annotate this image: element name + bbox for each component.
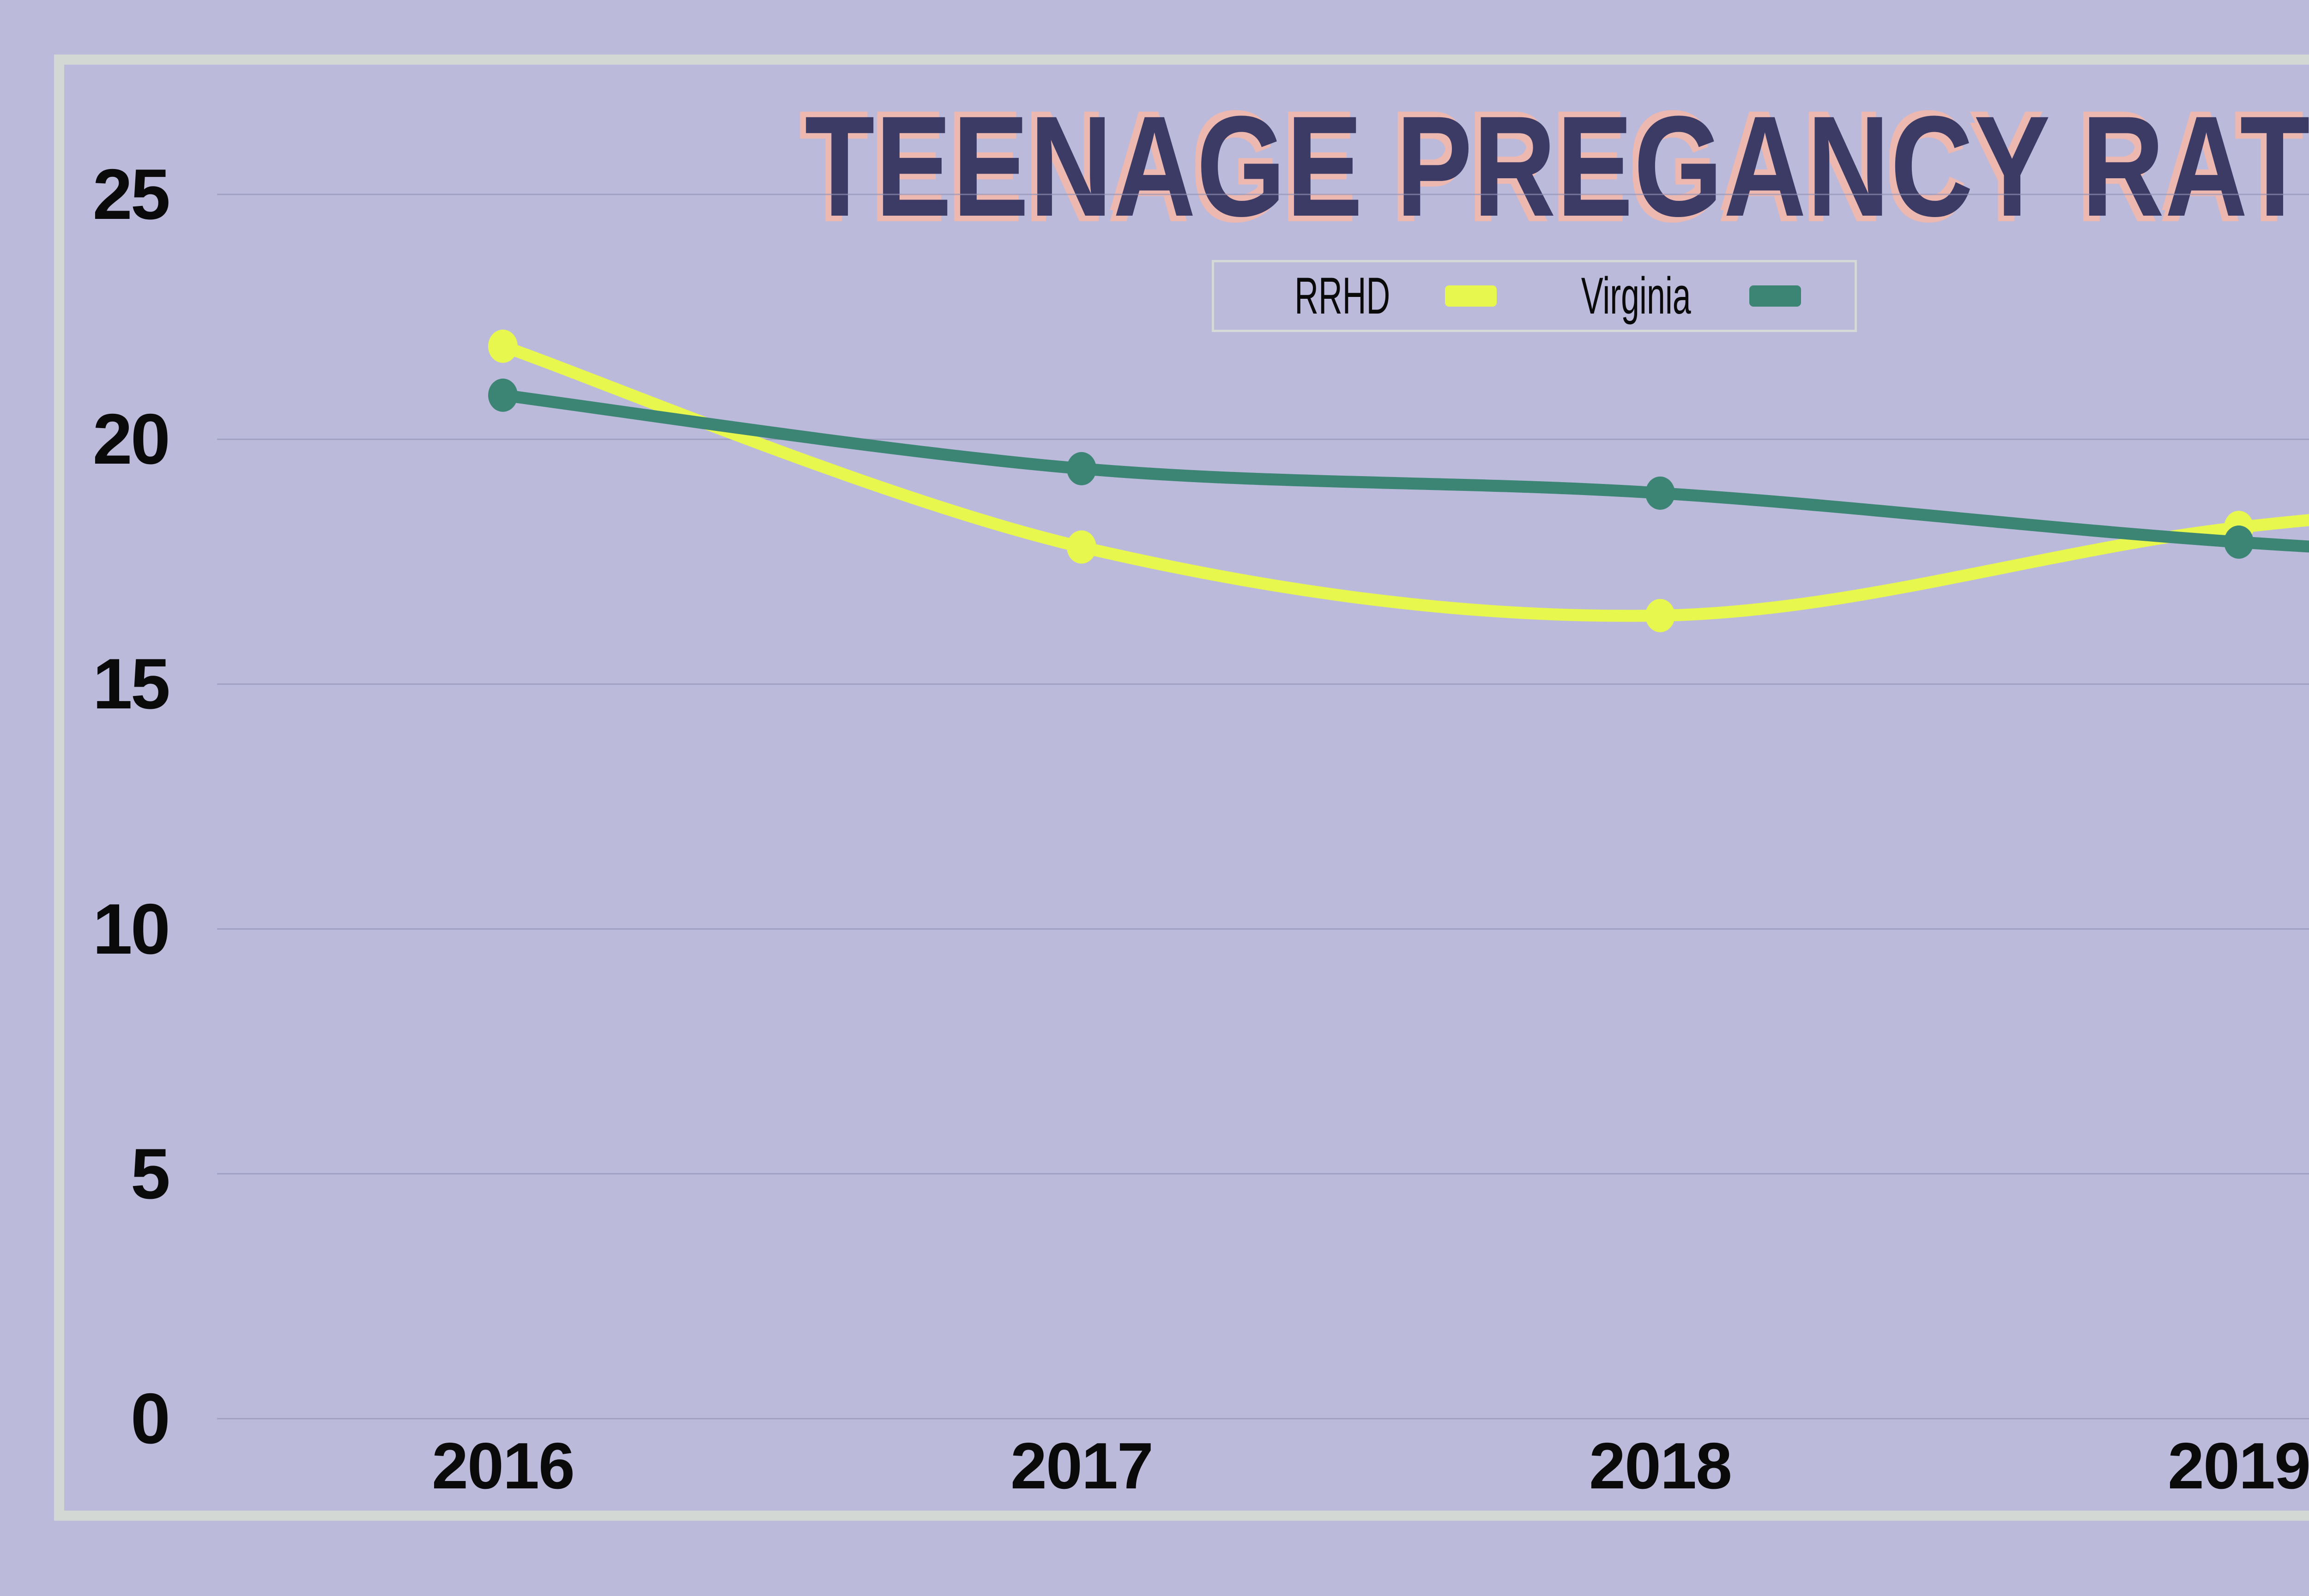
legend-swatch-rrhd [1445,285,1497,307]
y-tick-label: 10 [92,889,170,969]
legend-item-virginia: Virginia [1550,270,1801,322]
legend-label-rrhd: RRHD [1294,267,1390,325]
legend-label-virginia: Virginia [1581,267,1691,325]
data-point-virginia [1067,452,1096,485]
y-tick-label: 0 [130,1378,170,1458]
data-point-rrhd [1067,530,1096,564]
data-point-rrhd [1645,598,1675,632]
series-line-virginia [497,389,2309,553]
y-tick-label: 5 [130,1133,170,1214]
series-lines [488,329,2309,632]
x-tick-label: 2016 [432,1429,575,1503]
x-tick-label: 2017 [1010,1429,1154,1503]
legend-item-rrhd: RRHD [1268,270,1497,322]
data-point-virginia [488,378,518,412]
data-point-rrhd [488,329,518,363]
y-tick-label: 25 [92,154,170,234]
data-point-virginia [2224,525,2254,559]
page-title-text: TEENAGE PREGANCY RATE [804,86,2309,246]
data-point-virginia [1645,476,1675,510]
legend-swatch-virginia [1749,285,1801,307]
x-tick-label: 2019 [2168,1429,2309,1503]
legend: RRHD Virginia [1212,260,1857,332]
page-title: TEENAGE PREGANCY RATE [0,95,2309,285]
x-tick-label: 2018 [1589,1429,1732,1503]
y-tick-label: 20 [92,399,170,479]
y-tick-label: 15 [92,644,170,724]
gridlines [217,193,2309,1420]
